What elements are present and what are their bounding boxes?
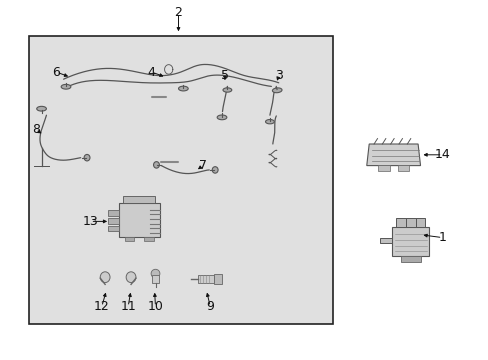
Bar <box>107 210 118 216</box>
Text: 11: 11 <box>120 300 136 313</box>
Text: 4: 4 <box>147 66 155 78</box>
Ellipse shape <box>212 167 218 173</box>
Bar <box>107 218 118 224</box>
Ellipse shape <box>84 154 90 161</box>
Bar <box>198 275 213 283</box>
Polygon shape <box>380 238 391 243</box>
Text: 12: 12 <box>94 300 109 313</box>
Ellipse shape <box>178 86 188 91</box>
Text: 10: 10 <box>147 300 163 313</box>
Text: 14: 14 <box>434 148 449 161</box>
Text: 9: 9 <box>206 300 214 313</box>
Text: 1: 1 <box>438 231 446 244</box>
Polygon shape <box>366 144 420 166</box>
Ellipse shape <box>151 269 160 278</box>
Ellipse shape <box>265 120 274 124</box>
Bar <box>107 226 118 231</box>
Bar <box>397 165 408 171</box>
Text: 5: 5 <box>221 69 228 82</box>
Bar <box>152 275 159 283</box>
Bar <box>405 218 415 227</box>
Ellipse shape <box>100 272 110 283</box>
Ellipse shape <box>37 106 46 111</box>
Bar <box>144 237 154 241</box>
Bar <box>415 218 425 227</box>
Bar <box>391 227 428 256</box>
Bar <box>124 237 134 241</box>
Ellipse shape <box>217 115 226 120</box>
Bar <box>213 274 222 284</box>
Bar <box>29 36 332 324</box>
Bar <box>118 202 160 237</box>
Ellipse shape <box>272 88 282 93</box>
Text: 2: 2 <box>174 6 182 19</box>
Text: 13: 13 <box>82 215 98 228</box>
Text: 8: 8 <box>32 123 40 136</box>
Text: 7: 7 <box>199 159 206 172</box>
Text: 3: 3 <box>274 69 282 82</box>
Ellipse shape <box>223 88 231 92</box>
Bar <box>123 196 155 202</box>
Bar <box>395 218 405 227</box>
Ellipse shape <box>61 84 71 89</box>
Bar <box>377 165 389 171</box>
Text: 6: 6 <box>52 66 60 78</box>
Bar <box>400 256 420 262</box>
Ellipse shape <box>153 162 159 168</box>
Ellipse shape <box>126 272 136 283</box>
